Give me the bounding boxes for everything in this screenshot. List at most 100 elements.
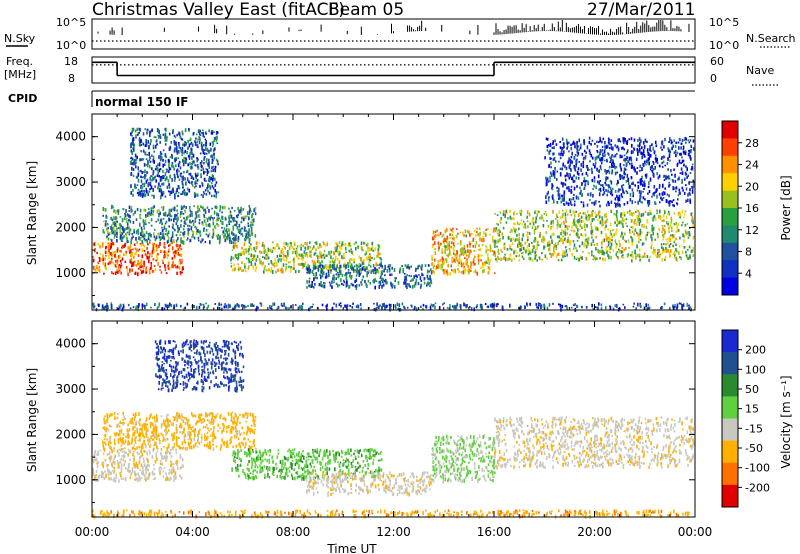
heatmap-cell <box>236 244 238 249</box>
heatmap-cell <box>205 193 208 196</box>
heatmap-cell <box>450 241 453 243</box>
heatmap-cell <box>266 250 268 253</box>
heatmap-cell <box>685 199 687 203</box>
heatmap-cell <box>537 240 539 244</box>
heatmap-cell <box>200 193 203 196</box>
heatmap-cell <box>209 240 211 245</box>
heatmap-cell <box>603 238 606 243</box>
heatmap-cell <box>638 229 641 232</box>
heatmap-cell <box>320 280 322 284</box>
heatmap-cell <box>622 225 624 228</box>
heatmap-cell <box>206 158 208 162</box>
heatmap-cell <box>186 192 188 196</box>
heatmap-cell <box>368 261 371 265</box>
heatmap-cell <box>552 232 554 235</box>
heatmap-cell <box>643 187 645 190</box>
heatmap-cell <box>590 192 592 196</box>
heatmap-cell <box>285 242 287 246</box>
heatmap-cell <box>182 268 184 271</box>
heatmap-cell <box>566 145 569 148</box>
heatmap-cell <box>446 248 448 251</box>
heatmap-cell <box>464 270 466 274</box>
heatmap-cell <box>142 132 145 136</box>
heatmap-cell <box>493 272 496 274</box>
heatmap-cell <box>605 248 608 252</box>
heatmap-cell <box>552 221 554 225</box>
heatmap-cell <box>398 303 401 308</box>
heatmap-cell <box>496 245 498 248</box>
heatmap-cell <box>126 239 129 244</box>
heatmap-cell <box>441 235 443 238</box>
heatmap-cell <box>125 250 127 254</box>
heatmap-cell <box>302 258 304 262</box>
heatmap-cell <box>138 236 140 240</box>
heatmap-cell <box>184 177 186 181</box>
heatmap-cell <box>140 138 142 142</box>
heatmap-cell <box>688 181 690 185</box>
heatmap-cell <box>559 141 561 143</box>
heatmap-cell <box>411 285 414 289</box>
heatmap-cell <box>487 249 489 251</box>
heatmap-cell <box>174 136 177 139</box>
heatmap-cell <box>125 252 127 256</box>
heatmap-cell <box>168 209 171 214</box>
heatmap-cell <box>347 271 350 274</box>
heatmap-cell <box>348 249 351 253</box>
heatmap-cell <box>630 226 633 228</box>
heatmap-cell <box>672 244 675 248</box>
heatmap-cell <box>514 238 517 242</box>
heatmap-cell <box>500 249 502 252</box>
heatmap-cell <box>203 156 206 160</box>
heatmap-cell <box>333 281 335 284</box>
heatmap-cell <box>684 171 687 176</box>
heatmap-cell <box>550 166 552 169</box>
heatmap-cell <box>132 141 134 146</box>
heatmap-cell <box>131 127 134 131</box>
heatmap-cell <box>153 232 155 236</box>
heatmap-cell <box>620 167 623 172</box>
heatmap-cell <box>199 234 202 237</box>
heatmap-cell <box>157 233 159 235</box>
heatmap-cell <box>197 229 200 234</box>
heatmap-cell <box>119 215 122 218</box>
cpid-panel: CPID normal 150 IF <box>8 90 695 109</box>
heatmap-cell <box>516 221 519 225</box>
heatmap-cell <box>149 130 152 134</box>
heatmap-cell <box>433 264 436 267</box>
heatmap-cell <box>621 155 623 159</box>
heatmap-cell <box>664 255 667 259</box>
heatmap-cell <box>599 151 601 156</box>
heatmap-cell <box>345 277 348 280</box>
heatmap-cell <box>567 174 569 178</box>
heatmap-cell <box>637 185 640 189</box>
heatmap-cell <box>610 242 613 247</box>
heatmap-cell <box>630 158 633 162</box>
heatmap-cell <box>247 224 250 228</box>
heatmap-cell <box>551 188 554 191</box>
heatmap-cell <box>178 227 180 231</box>
heatmap-cell <box>675 141 677 145</box>
heatmap-cell <box>477 260 480 265</box>
heatmap-cell <box>391 284 394 288</box>
heatmap-cell <box>211 166 213 170</box>
heatmap-cell <box>180 210 183 214</box>
heatmap-cell <box>608 238 610 241</box>
heatmap-cell <box>297 257 300 260</box>
heatmap-cell <box>458 257 461 262</box>
heatmap-cell <box>653 150 656 153</box>
heatmap-cell <box>355 274 358 277</box>
heatmap-cell <box>648 231 651 234</box>
heatmap-cell <box>574 168 576 171</box>
heatmap-cell <box>143 238 146 240</box>
heatmap-cell <box>182 186 184 189</box>
heatmap-cell <box>148 145 150 149</box>
heatmap-cell <box>287 252 289 256</box>
heatmap-cell <box>142 219 145 222</box>
heatmap-cell <box>415 278 418 283</box>
heatmap-cell <box>354 269 357 271</box>
heatmap-cell <box>621 217 624 220</box>
heatmap-cell <box>683 164 685 167</box>
heatmap-cell <box>205 217 208 220</box>
heatmap-cell <box>573 222 575 226</box>
heatmap-cell <box>639 231 642 235</box>
